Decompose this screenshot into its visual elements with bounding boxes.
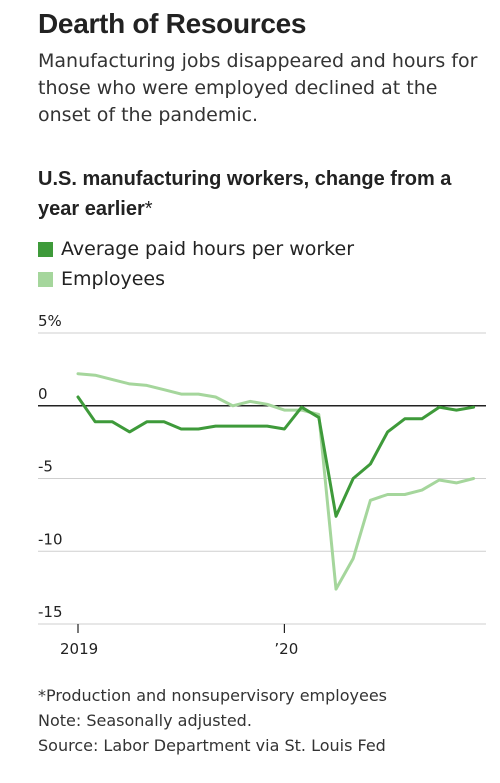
note: Note: Seasonally adjusted. xyxy=(38,711,252,730)
legend-swatch-hours xyxy=(38,241,53,257)
legend-item-hours: Average paid hours per worker xyxy=(38,234,354,264)
chart-title-text: U.S. manufacturing workers, change from … xyxy=(38,168,452,220)
chart-title-footnote-marker: * xyxy=(144,198,153,220)
legend-item-employees: Employees xyxy=(38,264,354,294)
headline: Dearth of Resources xyxy=(38,8,307,39)
legend-swatch-employees xyxy=(38,271,53,287)
y-tick-label: -10 xyxy=(38,530,63,548)
x-tick-label: 2019 xyxy=(60,640,98,658)
line-chart: 5% 0 -5 -10 -15 2019 ’20 xyxy=(38,312,486,658)
chart-notes: *Production and nonsupervisory employees… xyxy=(38,683,387,758)
x-tick-label: ’20 xyxy=(274,640,298,658)
source: Source: Labor Department via St. Louis F… xyxy=(38,736,386,755)
y-tick-label: -15 xyxy=(38,603,63,621)
y-tick-label: 5% xyxy=(38,312,62,330)
chart-title: U.S. manufacturing workers, change from … xyxy=(38,164,488,224)
subheadline: Manufacturing jobs disappeared and hours… xyxy=(38,50,478,126)
footnote: *Production and nonsupervisory employees xyxy=(38,686,388,705)
series-line-employees xyxy=(76,372,476,591)
legend-label-employees: Employees xyxy=(61,268,165,290)
legend: Average paid hours per worker Employees xyxy=(38,234,354,294)
y-tick-label: 0 xyxy=(38,385,48,403)
legend-label-hours: Average paid hours per worker xyxy=(61,238,355,260)
y-tick-label: -5 xyxy=(38,458,53,476)
series-line-hours xyxy=(76,395,476,518)
